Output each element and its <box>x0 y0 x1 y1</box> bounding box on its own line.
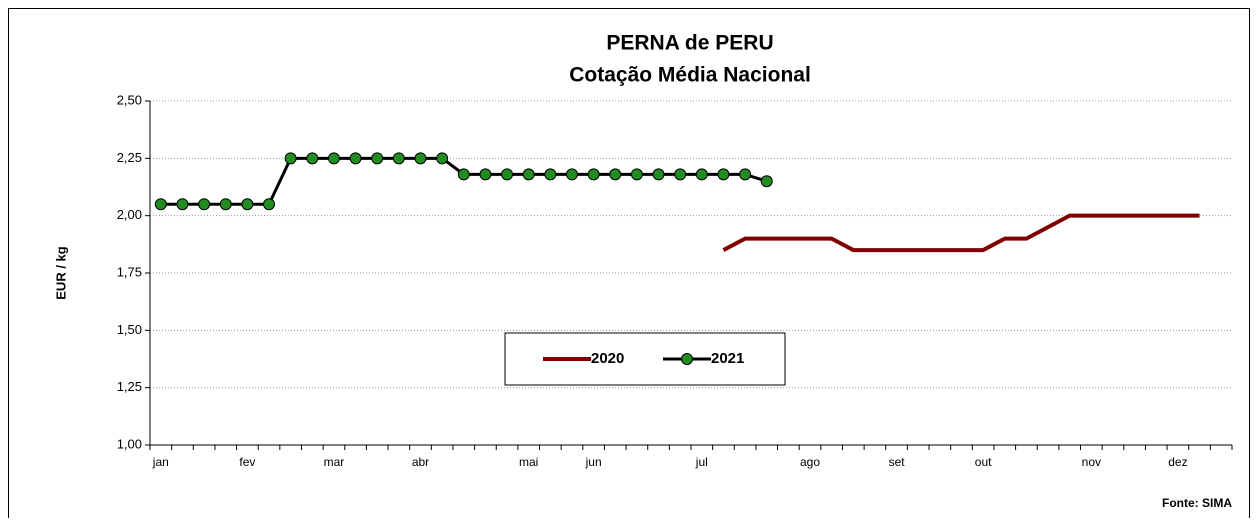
y-tick-label: 2,25 <box>117 150 142 165</box>
marker <box>501 168 514 181</box>
y-axis-label: EUR / kg <box>53 246 68 300</box>
x-tick-label: nov <box>1082 455 1101 469</box>
marker <box>695 168 708 181</box>
x-tick-label: abr <box>412 455 429 469</box>
y-tick-label: 1,75 <box>117 264 142 279</box>
marker <box>609 168 622 181</box>
x-tick-label: fev <box>239 455 255 469</box>
marker <box>587 168 600 181</box>
y-tick-label: 2,50 <box>117 92 142 107</box>
marker <box>630 168 643 181</box>
y-tick-label: 1,25 <box>117 379 142 394</box>
x-tick-label: ago <box>800 455 820 469</box>
marker <box>479 168 492 181</box>
marker <box>652 168 665 181</box>
marker <box>263 198 276 211</box>
x-tick-label: jan <box>152 455 169 469</box>
legend-label: 2020 <box>591 350 624 367</box>
x-tick-label: mar <box>324 455 345 469</box>
marker <box>306 152 319 165</box>
marker <box>327 152 340 165</box>
marker <box>522 168 535 181</box>
marker <box>241 198 254 211</box>
y-tick-label: 1,00 <box>117 436 142 451</box>
marker <box>674 168 687 181</box>
marker <box>176 198 189 211</box>
x-tick-label: jun <box>585 455 602 469</box>
marker <box>349 152 362 165</box>
x-tick-label: jul <box>695 455 708 469</box>
marker <box>739 168 752 181</box>
marker <box>392 152 405 165</box>
marker <box>544 168 557 181</box>
legend-marker <box>681 353 693 365</box>
x-tick-label: set <box>889 455 906 469</box>
chart-title: PERNA de PERU <box>606 32 773 55</box>
marker <box>154 198 167 211</box>
chart-subtitle: Cotação Média Nacional <box>569 64 811 87</box>
legend-label: 2021 <box>711 350 744 367</box>
series-line <box>722 213 1200 253</box>
x-tick-label: out <box>975 455 992 469</box>
x-tick-label: mai <box>519 455 538 469</box>
marker <box>219 198 232 211</box>
x-tick-label: dez <box>1168 455 1187 469</box>
y-tick-label: 1,50 <box>117 322 142 337</box>
marker <box>436 152 449 165</box>
marker <box>457 168 470 181</box>
marker <box>414 152 427 165</box>
source-note: Fonte: SIMA <box>1162 496 1232 510</box>
marker <box>284 152 297 165</box>
marker <box>717 168 730 181</box>
chart-border <box>8 8 1250 523</box>
marker <box>760 175 773 188</box>
marker <box>565 168 578 181</box>
marker <box>198 198 211 211</box>
marker <box>371 152 384 165</box>
y-tick-label: 2,00 <box>117 207 142 222</box>
